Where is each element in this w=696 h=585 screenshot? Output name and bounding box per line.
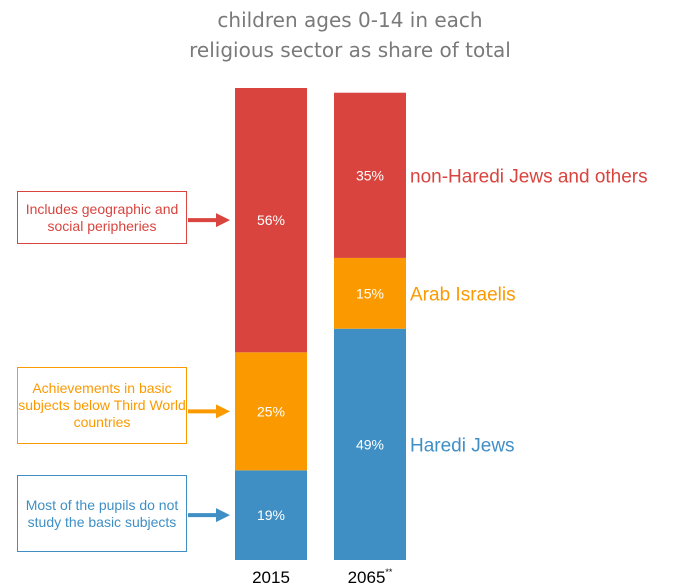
chart-title: children ages 0-14 in each religious sec… [160,5,540,65]
bar-segment-2015-0 [235,470,307,560]
data-label-2065-2: 35% [356,167,384,183]
callout-achievements: Achievements in basic subjects below Thi… [17,367,187,444]
bar-segment-2065-1 [334,257,406,329]
bar-segment-2065-2 [334,92,406,258]
data-label-2015-1: 25% [257,403,285,419]
x-tick-label-2065: 2065** [348,567,393,585]
callout-arrow-head-1 [216,404,230,419]
bar-segment-2015-1 [235,352,307,471]
x-tick-label-2015: 2015 [252,568,290,585]
series-label-1: Arab Israelis [410,284,516,305]
data-label-2015-0: 19% [257,507,285,523]
callout-achievements-text: Achievements in basic subjects below Thi… [18,380,186,430]
bar-segment-2065-0 [334,328,406,560]
callout-basic-subjects-text: Most of the pupils do not study the basi… [25,496,179,530]
callout-peripheries-text: Includes geographic and social peripheri… [25,200,179,234]
data-label-2015-2: 56% [257,212,285,228]
data-label-2065-0: 49% [356,436,384,452]
callout-arrow-head-2 [216,508,230,523]
callout-basic-subjects: Most of the pupils do not study the basi… [17,475,187,552]
callout-peripheries: Includes geographic and social peripheri… [17,191,187,244]
chart-title-line-1: children ages 0-14 in each [217,8,483,32]
callout-arrow-head-0 [216,213,230,228]
chart-title-line-2: religious sector as share of total [189,38,511,62]
data-label-2065-1: 15% [356,285,384,301]
series-label-0: Haredi Jews [410,435,515,456]
series-label-2: non-Haredi Jews and others [410,166,648,187]
bar-segment-2015-2 [235,88,307,353]
